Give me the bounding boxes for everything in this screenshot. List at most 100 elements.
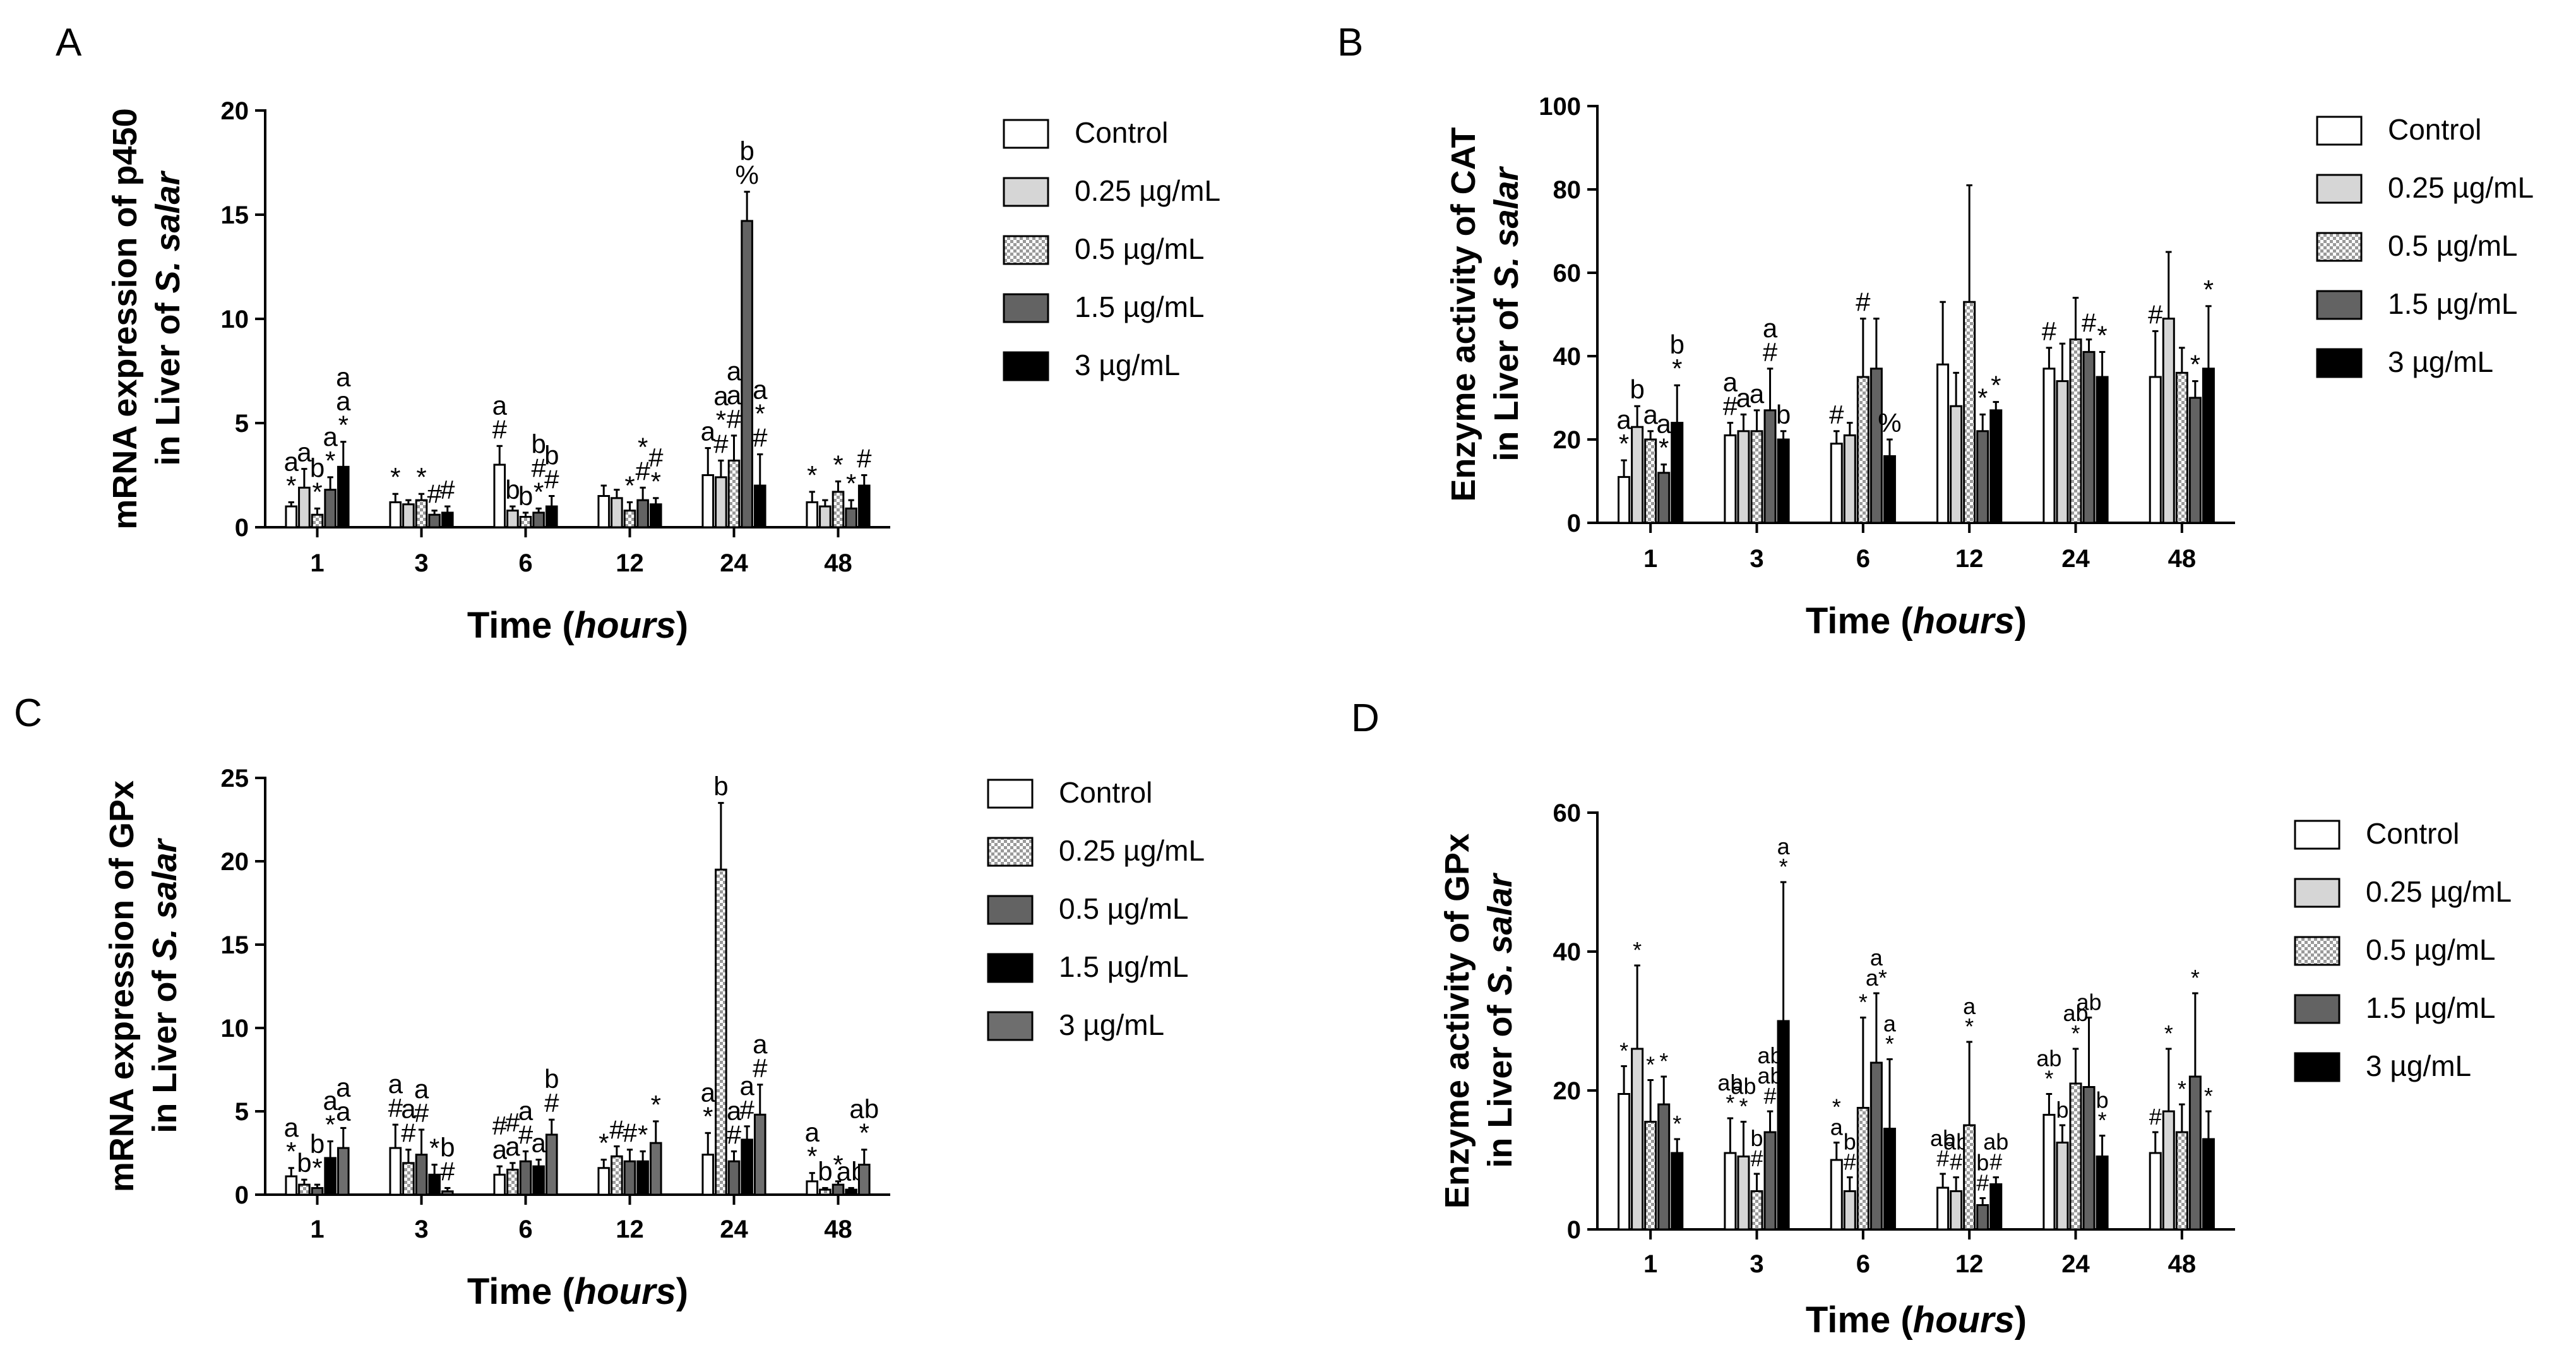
significance-label: b [713,772,728,801]
bar [1737,430,1750,524]
significance-label: * [429,1133,439,1162]
bar [1724,1152,1737,1231]
significance-label: a [753,375,768,405]
significance-label: * [1672,354,1682,383]
legend-label: 0.5 µg/mL [1075,232,1205,265]
bar [1856,1107,1869,1231]
significance-label: # [1764,1083,1777,1109]
bar [753,1113,766,1196]
significance-label: * [1659,1048,1668,1074]
x-tick-label: 48 [824,1216,852,1243]
significance-label: # [1844,1149,1856,1175]
bar [2056,1142,2069,1231]
bar [623,510,636,529]
significance-label: * [1659,433,1669,463]
legend-swatch [2316,116,2363,146]
significance-label: a [753,1029,768,1059]
bar [2069,1082,2082,1231]
significance-label: a [492,1135,508,1164]
panel-c-chart: 0 5 10 15 20 25 mRNA expression of GPx in Liver… [103,765,1205,1312]
panel-letter-a: A [56,21,82,64]
significance-label: * [2191,965,2200,991]
significance-label: a [401,1094,416,1124]
significance-label: * [1619,429,1629,458]
bar [1883,455,1896,524]
bar [1950,405,1963,524]
significance-label: b [818,1156,832,1186]
bar [298,486,311,529]
significance-label: b [518,481,533,511]
significance-label: # [1723,391,1738,421]
bar [649,503,662,529]
y-tick-label: 0 [1567,510,1581,537]
significance-label: # [414,1098,429,1128]
bar [428,1173,441,1196]
bar [2188,1075,2202,1231]
significance-label: a [336,386,351,416]
significance-label: # [857,444,872,474]
bar [532,511,545,529]
significance-label: b [1630,374,1644,404]
significance-label: * [599,1128,609,1158]
y-axis-label-line1: Enzyme activity of CAT [1445,127,1482,501]
bar [2042,1114,2056,1231]
legend-label: 1.5 µg/mL [2366,991,2496,1024]
significance-label: a [1883,1011,1897,1037]
y-tick-label: 15 [221,201,249,229]
legend-label: Control [1059,776,1152,809]
bar [428,513,441,529]
significance-label: * [1965,1013,1974,1039]
significance-label: b [2056,1097,2068,1123]
legend-swatch [987,1011,1034,1041]
legend-swatch [2316,174,2363,204]
bar [819,505,832,529]
legend-label: 0.25 µg/mL [2366,875,2512,908]
y-tick-label: 40 [1553,343,1582,371]
significance-label: * [2178,1076,2186,1102]
significance-label: * [2044,1066,2053,1092]
legend-label: 1.5 µg/mL [1075,290,1205,323]
bar [1830,443,1843,524]
legend-label: 0.25 µg/mL [1075,174,1220,207]
significance-label: * [1977,383,1988,412]
bar [402,1162,415,1196]
bar [1618,1093,1631,1231]
bar [623,1160,636,1196]
significance-label: # [388,1093,403,1123]
x-tick-label: 3 [414,549,428,577]
bar [1963,301,1976,524]
x-tick-label: 6 [1856,545,1870,573]
legend-label: Control [2388,113,2481,146]
significance-label: * [1646,1052,1655,1078]
legend-swatch [2294,1052,2340,1082]
x-tick-label: 12 [1955,1250,1984,1278]
legend-swatch [2294,994,2340,1024]
significance-label: b [1844,1129,1856,1155]
significance-label: ab [2077,989,2102,1015]
bar [819,1188,832,1196]
significance-label: a [1763,313,1778,343]
significance-label: * [416,462,426,492]
significance-label: ab [1930,1125,1955,1151]
significance-label: b [440,1132,455,1162]
significance-label: b [1976,1150,1989,1176]
bar [2149,1152,2162,1231]
bar [1763,1131,1777,1231]
bar [1843,434,1856,524]
bar [1843,1190,1856,1231]
significance-label: * [638,432,648,462]
legend-label: 0.25 µg/mL [1059,834,1205,867]
significance-label: * [716,405,726,434]
panel-letter-c: C [14,691,42,735]
significance-label: * [859,1118,869,1148]
significance-label: ab [1731,1073,1756,1099]
significance-label: # [1989,1149,2002,1175]
significance-label: a [297,438,312,467]
significance-label: a [1777,833,1791,859]
bar [1989,1183,2003,1231]
x-tick-label: 6 [518,1216,532,1243]
significance-label: a [1723,367,1738,397]
legend-label: 3 µg/mL [1059,1008,1164,1041]
significance-label: a [284,446,299,476]
